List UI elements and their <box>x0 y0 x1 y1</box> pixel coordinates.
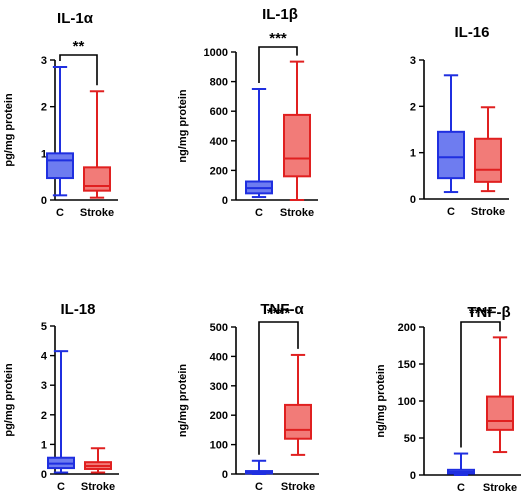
y-tick-label: 200 <box>210 165 228 177</box>
y-tick-label: 2 <box>41 410 47 422</box>
y-tick-label: 50 <box>404 433 416 445</box>
y-tick-label: 3 <box>410 55 416 67</box>
box-iqr <box>83 166 111 192</box>
y-tick-label: 0 <box>41 195 47 207</box>
x-category-label: C <box>447 206 455 218</box>
y-axis-label: ng/mg protein <box>375 364 387 438</box>
chart-title: IL-1β <box>262 6 298 23</box>
box-control <box>47 350 75 474</box>
box-stroke <box>283 60 311 201</box>
x-category-label: Stroke <box>471 206 505 218</box>
chart-title: TNF-α <box>260 301 304 318</box>
y-tick-label: 4 <box>41 351 48 363</box>
significance-bracket: ** <box>59 38 98 86</box>
x-category-label: C <box>255 207 263 219</box>
y-tick-label: 400 <box>210 136 228 148</box>
y-tick-label: 0 <box>410 194 416 206</box>
bracket-line <box>258 321 299 455</box>
y-tick-label: 2 <box>41 102 47 114</box>
chart-panel-5: TNF-α ng/mg protein 0 100 200 300 400 500 C Strok… <box>177 301 319 493</box>
y-tick-label: 200 <box>210 410 228 422</box>
chart-panel-6: TNF-β ng/mg protein 0 50 100 150 200 C Stroke ***… <box>375 304 521 494</box>
x-category-label: Stroke <box>80 207 114 219</box>
box-control <box>447 452 475 476</box>
x-category-label: C <box>255 481 263 493</box>
bracket-line <box>258 46 298 83</box>
y-tick-label: 800 <box>210 77 228 89</box>
significance-label: **** <box>469 305 493 322</box>
y-tick-label: 500 <box>210 322 228 334</box>
bracket-line <box>59 54 98 86</box>
chart-panel-2: IL-1β ng/mg protein 0 200 400 600 800 1000 C Stro… <box>177 6 318 219</box>
y-tick-label: 100 <box>210 440 228 452</box>
y-axis-label: ng/mg protein <box>177 89 189 163</box>
box-iqr <box>284 403 312 440</box>
box-control <box>245 459 273 475</box>
chart-panel-1: IL-1α pg/mg protein 0 1 2 3 C Stroke ** <box>3 10 118 219</box>
y-tick-label: 200 <box>398 322 416 334</box>
y-tick-label: 300 <box>210 381 228 393</box>
x-category-label: C <box>56 207 64 219</box>
chart-title: IL-16 <box>454 24 489 41</box>
significance-bracket: *** <box>258 30 298 83</box>
significance-label: *** <box>269 30 287 47</box>
significance-label: **** <box>267 305 291 322</box>
x-category-label: C <box>457 482 465 494</box>
y-tick-label: 5 <box>41 321 47 333</box>
bracket-line <box>460 321 501 448</box>
y-tick-label: 150 <box>398 359 416 371</box>
box-stroke <box>83 90 111 199</box>
chart-panel-4: IL-18 pg/mg protein 0 1 2 3 4 5 C Stroke <box>3 301 119 493</box>
box-stroke <box>486 336 514 454</box>
y-tick-label: 0 <box>222 195 228 207</box>
box-iqr <box>437 130 465 180</box>
y-tick-label: 3 <box>41 380 47 392</box>
box-iqr <box>474 137 502 183</box>
y-tick-label: 400 <box>210 351 228 363</box>
y-axis-label: ng/mg protein <box>177 364 189 438</box>
box-iqr <box>46 152 74 180</box>
y-tick-label: 600 <box>210 106 228 118</box>
y-tick-label: 1 <box>41 439 47 451</box>
significance-bracket: **** <box>460 305 501 448</box>
chart-title: IL-18 <box>60 301 95 318</box>
x-category-label: Stroke <box>81 481 115 493</box>
x-category-label: Stroke <box>280 207 314 219</box>
box-iqr <box>486 395 514 431</box>
y-tick-label: 1000 <box>204 47 228 59</box>
y-axis-label: pg/mg protein <box>3 363 15 437</box>
y-tick-label: 0 <box>41 469 47 481</box>
y-tick-label: 3 <box>41 55 47 67</box>
box-stroke <box>474 106 502 193</box>
x-category-label: Stroke <box>483 482 517 494</box>
y-tick-label: 1 <box>41 148 47 160</box>
y-tick-label: 100 <box>398 396 416 408</box>
significance-bracket: **** <box>258 305 299 455</box>
box-control <box>245 88 273 199</box>
y-tick-label: 0 <box>222 469 228 481</box>
box-stroke <box>284 353 312 456</box>
box-control <box>437 74 465 194</box>
x-category-label: Stroke <box>281 481 315 493</box>
x-category-label: C <box>57 481 65 493</box>
box-stroke <box>84 447 112 474</box>
box-control <box>46 66 74 197</box>
y-axis-label: pg/mg protein <box>3 93 15 167</box>
y-tick-label: 0 <box>410 470 416 482</box>
chart-title: TNF-β <box>467 304 510 321</box>
box-iqr <box>283 113 311 178</box>
chart-panel-3: IL-16 0 1 2 3 C Stroke <box>410 24 509 218</box>
significance-label: ** <box>73 38 85 55</box>
chart-title: IL-1α <box>57 10 94 27</box>
y-tick-label: 1 <box>410 148 416 160</box>
y-tick-label: 2 <box>410 101 416 113</box>
